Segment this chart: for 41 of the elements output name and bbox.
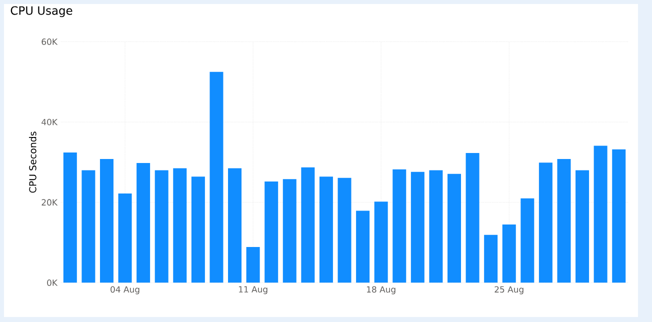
bar [63, 152, 77, 283]
bar [484, 234, 498, 283]
bar [374, 202, 388, 283]
bar [410, 172, 424, 283]
bar [136, 163, 150, 283]
bar [466, 152, 480, 283]
bar [319, 176, 333, 283]
bar [538, 162, 552, 283]
bar [448, 174, 461, 283]
y-tick-label: 40K [42, 118, 58, 126]
bar [338, 178, 352, 283]
bar [210, 72, 224, 283]
bar [612, 149, 626, 283]
bar [264, 181, 278, 283]
bar [429, 170, 443, 283]
bar [356, 210, 370, 283]
x-tick-label: 25 Aug [494, 286, 524, 294]
bar [154, 170, 168, 283]
bar [246, 246, 260, 283]
bar [173, 168, 187, 283]
chart-title: CPU Usage [10, 6, 72, 18]
bar [594, 146, 608, 283]
x-tick-label: 04 Aug [110, 286, 140, 294]
bar [82, 170, 96, 283]
bar [502, 224, 516, 283]
bar [301, 167, 315, 283]
x-tick-label: 11 Aug [238, 286, 268, 294]
bar [118, 194, 132, 283]
bar [228, 168, 242, 283]
bar [392, 169, 406, 283]
y-axis-title: CPU Seconds [28, 132, 36, 193]
bar [576, 170, 590, 283]
bar [100, 158, 114, 283]
x-tick-label: 18 Aug [367, 286, 396, 294]
bar [282, 179, 296, 283]
bar [191, 176, 205, 283]
y-tick-label: 60K [42, 38, 58, 45]
bar [557, 158, 571, 283]
bar [520, 198, 534, 283]
y-tick-label: 20K [42, 199, 58, 206]
y-tick-label: 0K [47, 280, 58, 286]
